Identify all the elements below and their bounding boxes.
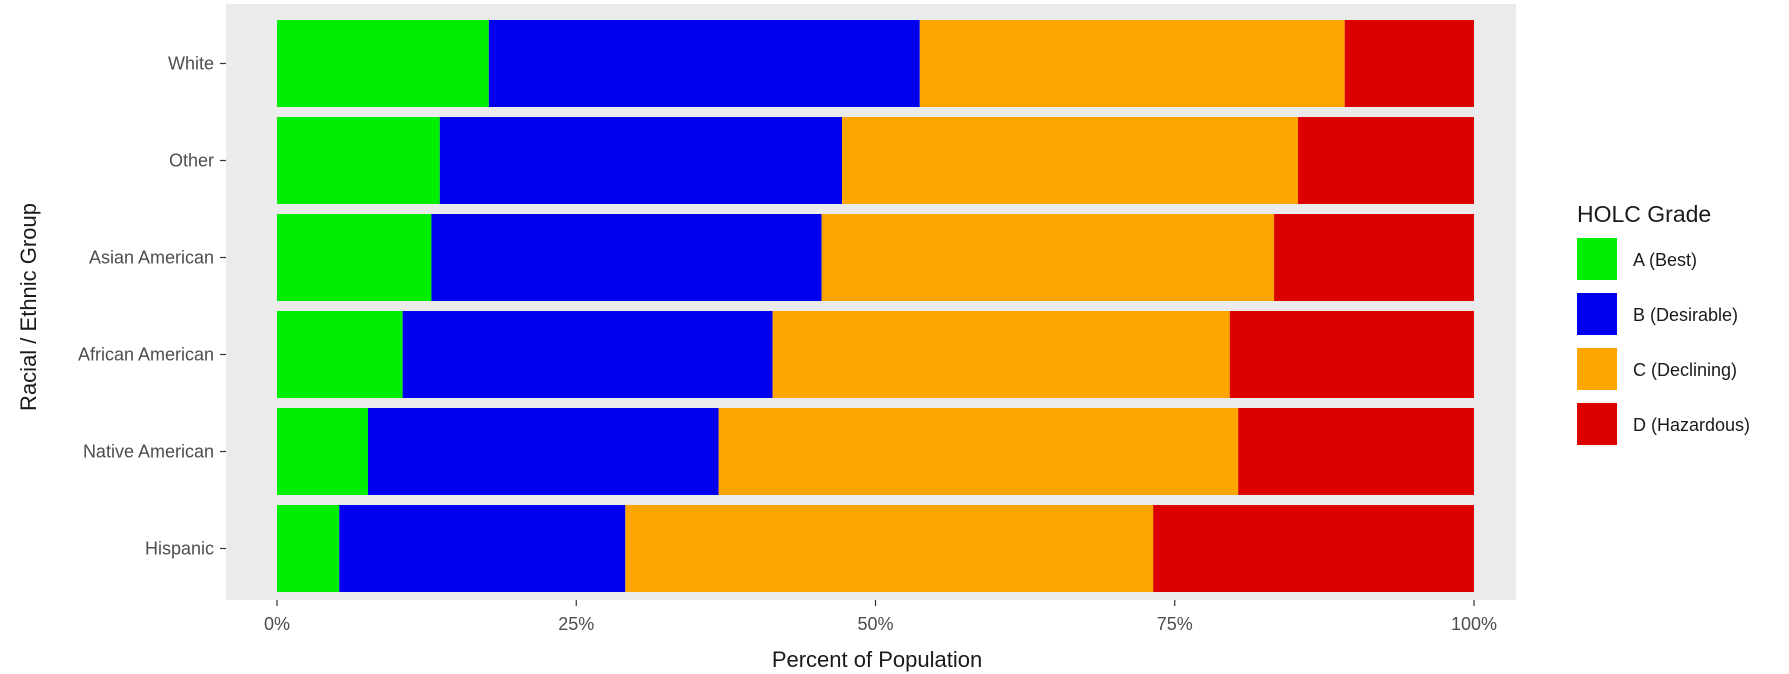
- legend-label-c-declining: C (Declining): [1633, 360, 1737, 380]
- bar-native-american-a-best: [277, 408, 368, 495]
- bar-asian-american-a-best: [277, 214, 432, 301]
- bar-african-american-a-best: [277, 311, 403, 398]
- x-tick-label: 100%: [1451, 614, 1497, 634]
- x-tick-label: 75%: [1157, 614, 1193, 634]
- bar-hispanic-a-best: [277, 505, 340, 592]
- bar-other-d-hazardous: [1298, 117, 1474, 204]
- bar-native-american-b-desirable: [367, 408, 719, 495]
- x-axis-tick-labels: 0% 25% 50% 75% 100%: [264, 614, 1497, 634]
- legend: HOLC Grade A (Best) B (Desirable) C (Decli…: [1577, 201, 1750, 445]
- bar-other-b-desirable: [439, 117, 842, 204]
- bars-group: [277, 20, 1474, 592]
- x-axis-ticks: [276, 600, 1475, 606]
- bar-other-a-best: [277, 117, 440, 204]
- x-tick-label: 0%: [264, 614, 290, 634]
- bar-white-d-hazardous: [1344, 20, 1474, 107]
- bar-asian-american-d-hazardous: [1274, 214, 1474, 301]
- bar-white-c-declining: [919, 20, 1345, 107]
- bar-asian-american-c-declining: [821, 214, 1275, 301]
- legend-label-a-best: A (Best): [1633, 250, 1697, 270]
- legend-key-c-declining: [1577, 348, 1617, 390]
- y-axis-title: Racial / Ethnic Group: [16, 203, 41, 411]
- legend-title: HOLC Grade: [1577, 201, 1711, 227]
- bar-african-american-c-declining: [772, 311, 1230, 398]
- y-tick-label-asian-american: Asian American: [89, 248, 214, 268]
- y-axis-tick-labels: White Other Asian American African American…: [78, 54, 214, 559]
- legend-key-d-hazardous: [1577, 403, 1617, 445]
- bar-asian-american-b-desirable: [431, 214, 822, 301]
- bar-white-b-desirable: [488, 20, 920, 107]
- y-tick-label-african-american: African American: [78, 345, 214, 365]
- bar-african-american-b-desirable: [402, 311, 773, 398]
- y-axis-ticks: [220, 62, 226, 550]
- legend-key-a-best: [1577, 238, 1617, 280]
- legend-label-d-hazardous: D (Hazardous): [1633, 415, 1750, 435]
- bar-hispanic-b-desirable: [339, 505, 626, 592]
- y-tick-label-native-american: Native American: [83, 442, 214, 462]
- x-axis-title: Percent of Population: [772, 647, 982, 672]
- bar-african-american-d-hazardous: [1229, 311, 1474, 398]
- bar-native-american-d-hazardous: [1238, 408, 1474, 495]
- legend-key-b-desirable: [1577, 293, 1617, 335]
- bar-hispanic-d-hazardous: [1153, 505, 1474, 592]
- x-tick-label: 25%: [558, 614, 594, 634]
- bar-other-c-declining: [841, 117, 1299, 204]
- legend-label-b-desirable: B (Desirable): [1633, 305, 1738, 325]
- y-tick-label-other: Other: [169, 151, 214, 171]
- y-tick-label-white: White: [168, 54, 214, 74]
- bar-native-american-c-declining: [718, 408, 1239, 495]
- bar-white-a-best: [277, 20, 489, 107]
- x-tick-label: 50%: [857, 614, 893, 634]
- y-tick-label-hispanic: Hispanic: [145, 539, 214, 559]
- bar-hispanic-c-declining: [625, 505, 1154, 592]
